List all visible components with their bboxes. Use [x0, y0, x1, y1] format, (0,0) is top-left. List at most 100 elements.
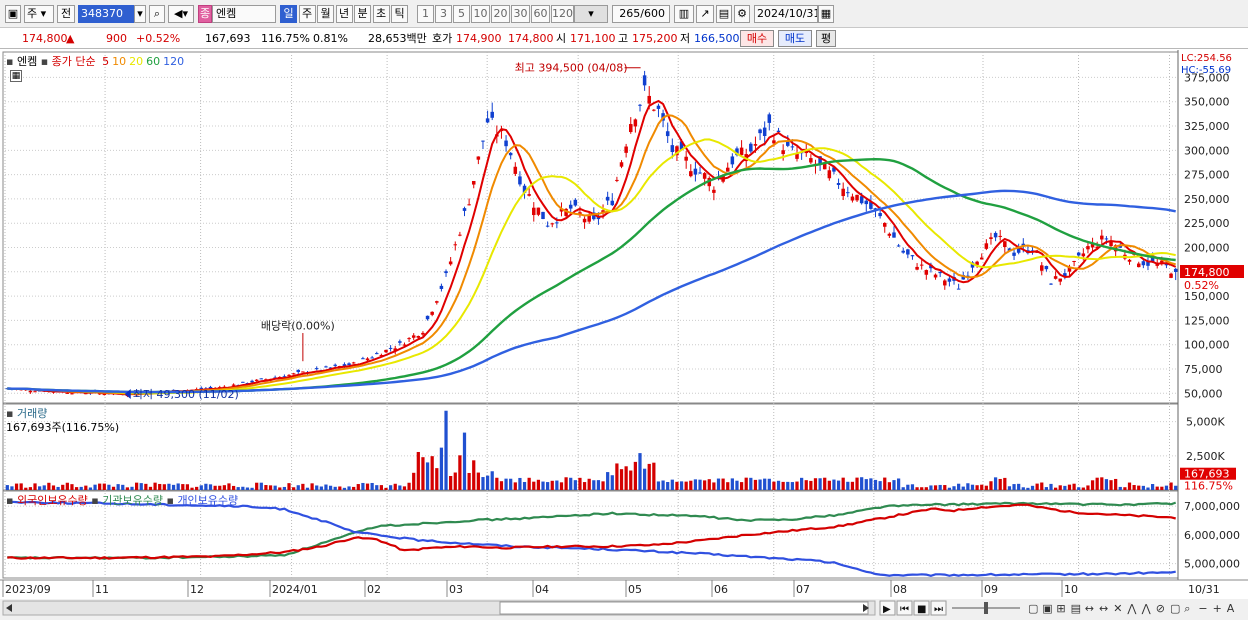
candle [1109, 241, 1113, 247]
volume-bar [1174, 485, 1178, 490]
volume-bar [333, 486, 337, 490]
candle [559, 208, 564, 212]
table-icon[interactable]: ▦ [10, 70, 22, 82]
volume-bar [924, 487, 928, 490]
interval-1[interactable]: 3 [435, 5, 452, 23]
candle [836, 183, 841, 185]
x-tick-label: 10 [1064, 583, 1078, 596]
candle [421, 332, 425, 335]
volume-bar [1072, 483, 1076, 490]
candle [753, 144, 758, 146]
chart-area[interactable]: ▶ ⏮ ■ ⏭ ▢ ▣ ⊞ ▤ ↔ ↔ ✕ ⋀ ⋀ ⊘ ▢ ⌕ − + A 최고 394,500 (04/08) 최저… [0, 50, 1248, 621]
date-field[interactable]: 2024/10/31 [754, 5, 818, 23]
volume-bar [703, 480, 707, 490]
volume-bar [1150, 484, 1155, 490]
volume-bar [107, 484, 111, 490]
candle [481, 140, 485, 142]
period-4[interactable]: 분 [354, 5, 371, 23]
volume-readout: 167,693주(116.75%) [6, 421, 120, 434]
calendar-icon[interactable]: ▦ [818, 5, 834, 23]
volume-tick-label: 2,500K [1186, 450, 1225, 463]
gear-icon[interactable]: ⚙ [734, 5, 750, 23]
volume-tick-label: 5,000K [1186, 416, 1225, 429]
volume-bar [1114, 478, 1118, 490]
volume-bar [407, 482, 411, 490]
interval-0[interactable]: 1 [417, 5, 434, 23]
candle [259, 378, 264, 380]
volume-bar [1058, 485, 1062, 490]
volume-bar [296, 485, 300, 490]
candle [476, 156, 481, 160]
period-3[interactable]: 년 [335, 5, 353, 23]
price-tick-label: 325,000 [1184, 120, 1230, 133]
volume-bar [74, 487, 79, 490]
interval-3[interactable]: 10 [471, 5, 490, 23]
count-field[interactable]: 265/600 [612, 5, 670, 23]
turnover-percent: 0.81% [313, 32, 348, 45]
eval-button[interactable]: 평 [816, 30, 836, 47]
volume-bar [781, 481, 785, 490]
chevron-down-icon[interactable]: ▾ [134, 5, 146, 23]
holding-tick-label: 6,000,000 [1184, 529, 1240, 542]
volume-bar [56, 486, 60, 490]
playback-button-1 [896, 600, 913, 616]
interval-6[interactable]: 60 [531, 5, 550, 23]
candle [347, 363, 351, 366]
candle [846, 192, 850, 194]
candle [573, 199, 578, 206]
volume-bar [582, 482, 587, 490]
x-tick-label: 08 [893, 583, 907, 596]
crosshair-icon[interactable]: ↗ [696, 5, 714, 23]
playback-button-3 [930, 600, 947, 616]
volume-bar [241, 486, 245, 490]
volume-bar [735, 480, 739, 490]
period-5[interactable]: 초 [372, 5, 390, 23]
volume-bar [615, 463, 619, 490]
interval-7[interactable]: 120 [551, 5, 574, 23]
speaker-icon[interactable]: ◀▾ [168, 5, 194, 23]
volume-bar [943, 485, 947, 490]
volume-bar [504, 478, 508, 490]
volume-bar [1164, 485, 1169, 490]
volume-bar [813, 478, 818, 490]
volume-bar [315, 485, 319, 490]
interval-4[interactable]: 20 [491, 5, 510, 23]
candle [998, 235, 1002, 237]
volume-bar [324, 484, 328, 490]
volume-value: 167,693 [205, 32, 251, 45]
period-6[interactable]: 틱 [391, 5, 408, 23]
price-tick-label: 275,000 [1184, 169, 1230, 182]
period-0[interactable]: 일 [280, 5, 297, 23]
volume-bar [601, 481, 605, 490]
candle [1053, 276, 1058, 279]
candle [1141, 261, 1146, 266]
price-tick-label: 300,000 [1184, 144, 1230, 157]
volume-bar [878, 481, 882, 490]
stock-name-field[interactable]: 엔켐 [212, 5, 276, 23]
buy-button[interactable]: 매수 [740, 30, 774, 47]
trade-amount: 28,653백만 [368, 32, 427, 45]
volume-bar [412, 472, 416, 490]
volume-bar [536, 479, 541, 490]
candle-type-icon[interactable]: ▥ [674, 5, 694, 23]
x-tick-label: 02 [367, 583, 381, 596]
low-label: 저 [680, 32, 691, 45]
search-icon[interactable]: ⌕ [149, 5, 165, 23]
period-1[interactable]: 주 [298, 5, 316, 23]
x-tick-label: 2024/01 [272, 583, 318, 596]
volume-bar [915, 487, 919, 490]
interval-dropdown[interactable]: ▾ [574, 5, 608, 23]
prev-button[interactable]: 전 [57, 5, 75, 23]
stock-code-input[interactable]: 348370 [78, 5, 134, 23]
period-2[interactable]: 월 [317, 5, 334, 23]
save-icon[interactable]: ▤ [716, 5, 732, 23]
interval-5[interactable]: 30 [511, 5, 530, 23]
market-select[interactable]: 주 ▾ [24, 5, 54, 23]
candle [1136, 263, 1141, 268]
tool-icon-7: ⋀ [1126, 602, 1137, 615]
interval-2[interactable]: 5 [453, 5, 470, 23]
window-icon[interactable]: ▣ [5, 5, 21, 23]
candle [619, 162, 624, 167]
candle [989, 237, 993, 239]
sell-button[interactable]: 매도 [778, 30, 812, 47]
